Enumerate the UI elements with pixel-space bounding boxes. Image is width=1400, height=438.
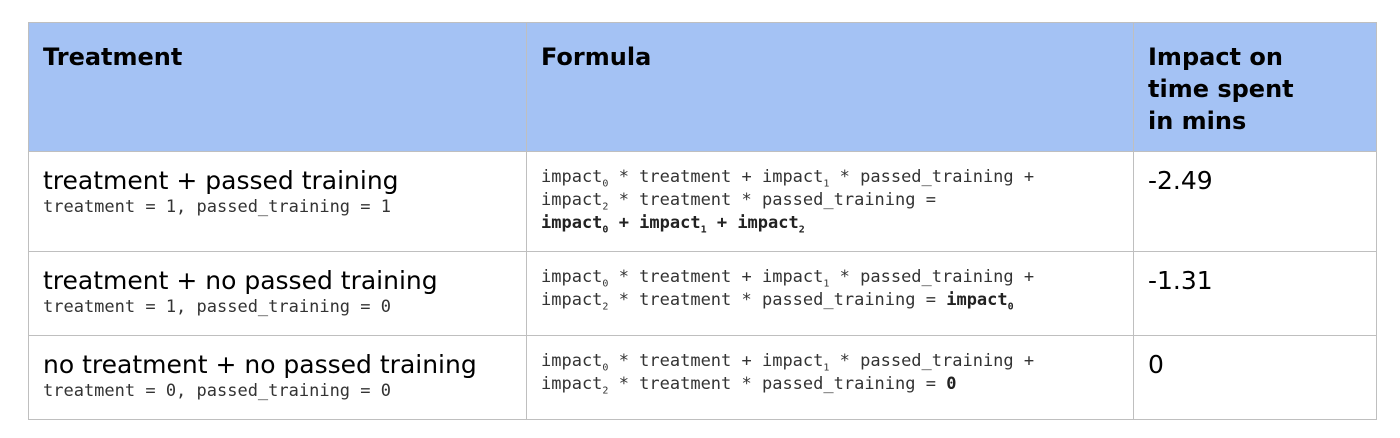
treatment-condition: treatment = 1, passed_training = 0 bbox=[43, 297, 391, 317]
header-row: Treatment Formula Impact on time spent i… bbox=[28, 22, 1377, 152]
treatment-label: no treatment + no passed training bbox=[43, 350, 477, 379]
formula-line: impact0 * treatment + impact1 * passed_t… bbox=[541, 267, 1035, 290]
formula-cell: impact0 * treatment + impact1 * passed_t… bbox=[526, 151, 1134, 252]
impact-table: Treatment Formula Impact on time spent i… bbox=[28, 22, 1377, 420]
formula-result: 0 bbox=[946, 374, 957, 394]
table-row: treatment + no passed training treatment… bbox=[28, 251, 1377, 336]
treatment-cell: treatment + passed training treatment = … bbox=[28, 151, 527, 252]
formula-result: impact0 + impact1 + impact2 bbox=[541, 213, 805, 236]
treatment-label: treatment + no passed training bbox=[43, 266, 438, 295]
header-treatment: Treatment bbox=[28, 22, 527, 152]
formula-result: impact0 bbox=[946, 290, 1014, 313]
header-impact-line: in mins bbox=[1148, 107, 1247, 135]
formula-line: impact2 * treatment * passed_training = … bbox=[541, 290, 1014, 313]
table-row: treatment + passed training treatment = … bbox=[28, 151, 1377, 252]
treatment-condition: treatment = 1, passed_training = 1 bbox=[43, 197, 391, 217]
treatment-condition: treatment = 0, passed_training = 0 bbox=[43, 381, 391, 401]
formula-line: impact0 * treatment + impact1 * passed_t… bbox=[541, 351, 1035, 374]
formula-cell: impact0 * treatment + impact1 * passed_t… bbox=[526, 251, 1134, 336]
formula-line: impact2 * treatment * passed_training = … bbox=[541, 374, 957, 397]
header-impact-line: time spent bbox=[1148, 75, 1294, 103]
treatment-cell: no treatment + no passed training treatm… bbox=[28, 335, 527, 420]
header-impact: Impact on time spent in mins bbox=[1133, 22, 1377, 152]
header-formula: Formula bbox=[526, 22, 1134, 152]
formula-line: impact0 * treatment + impact1 * passed_t… bbox=[541, 167, 1035, 190]
table-row: no treatment + no passed training treatm… bbox=[28, 335, 1377, 420]
impact-value: 0 bbox=[1133, 335, 1377, 420]
treatment-cell: treatment + no passed training treatment… bbox=[28, 251, 527, 336]
header-impact-line: Impact on bbox=[1148, 43, 1283, 71]
treatment-label: treatment + passed training bbox=[43, 166, 399, 195]
formula-cell: impact0 * treatment + impact1 * passed_t… bbox=[526, 335, 1134, 420]
formula-line: impact2 * treatment * passed_training = bbox=[541, 190, 936, 213]
impact-value: -1.31 bbox=[1133, 251, 1377, 336]
impact-value: -2.49 bbox=[1133, 151, 1377, 252]
